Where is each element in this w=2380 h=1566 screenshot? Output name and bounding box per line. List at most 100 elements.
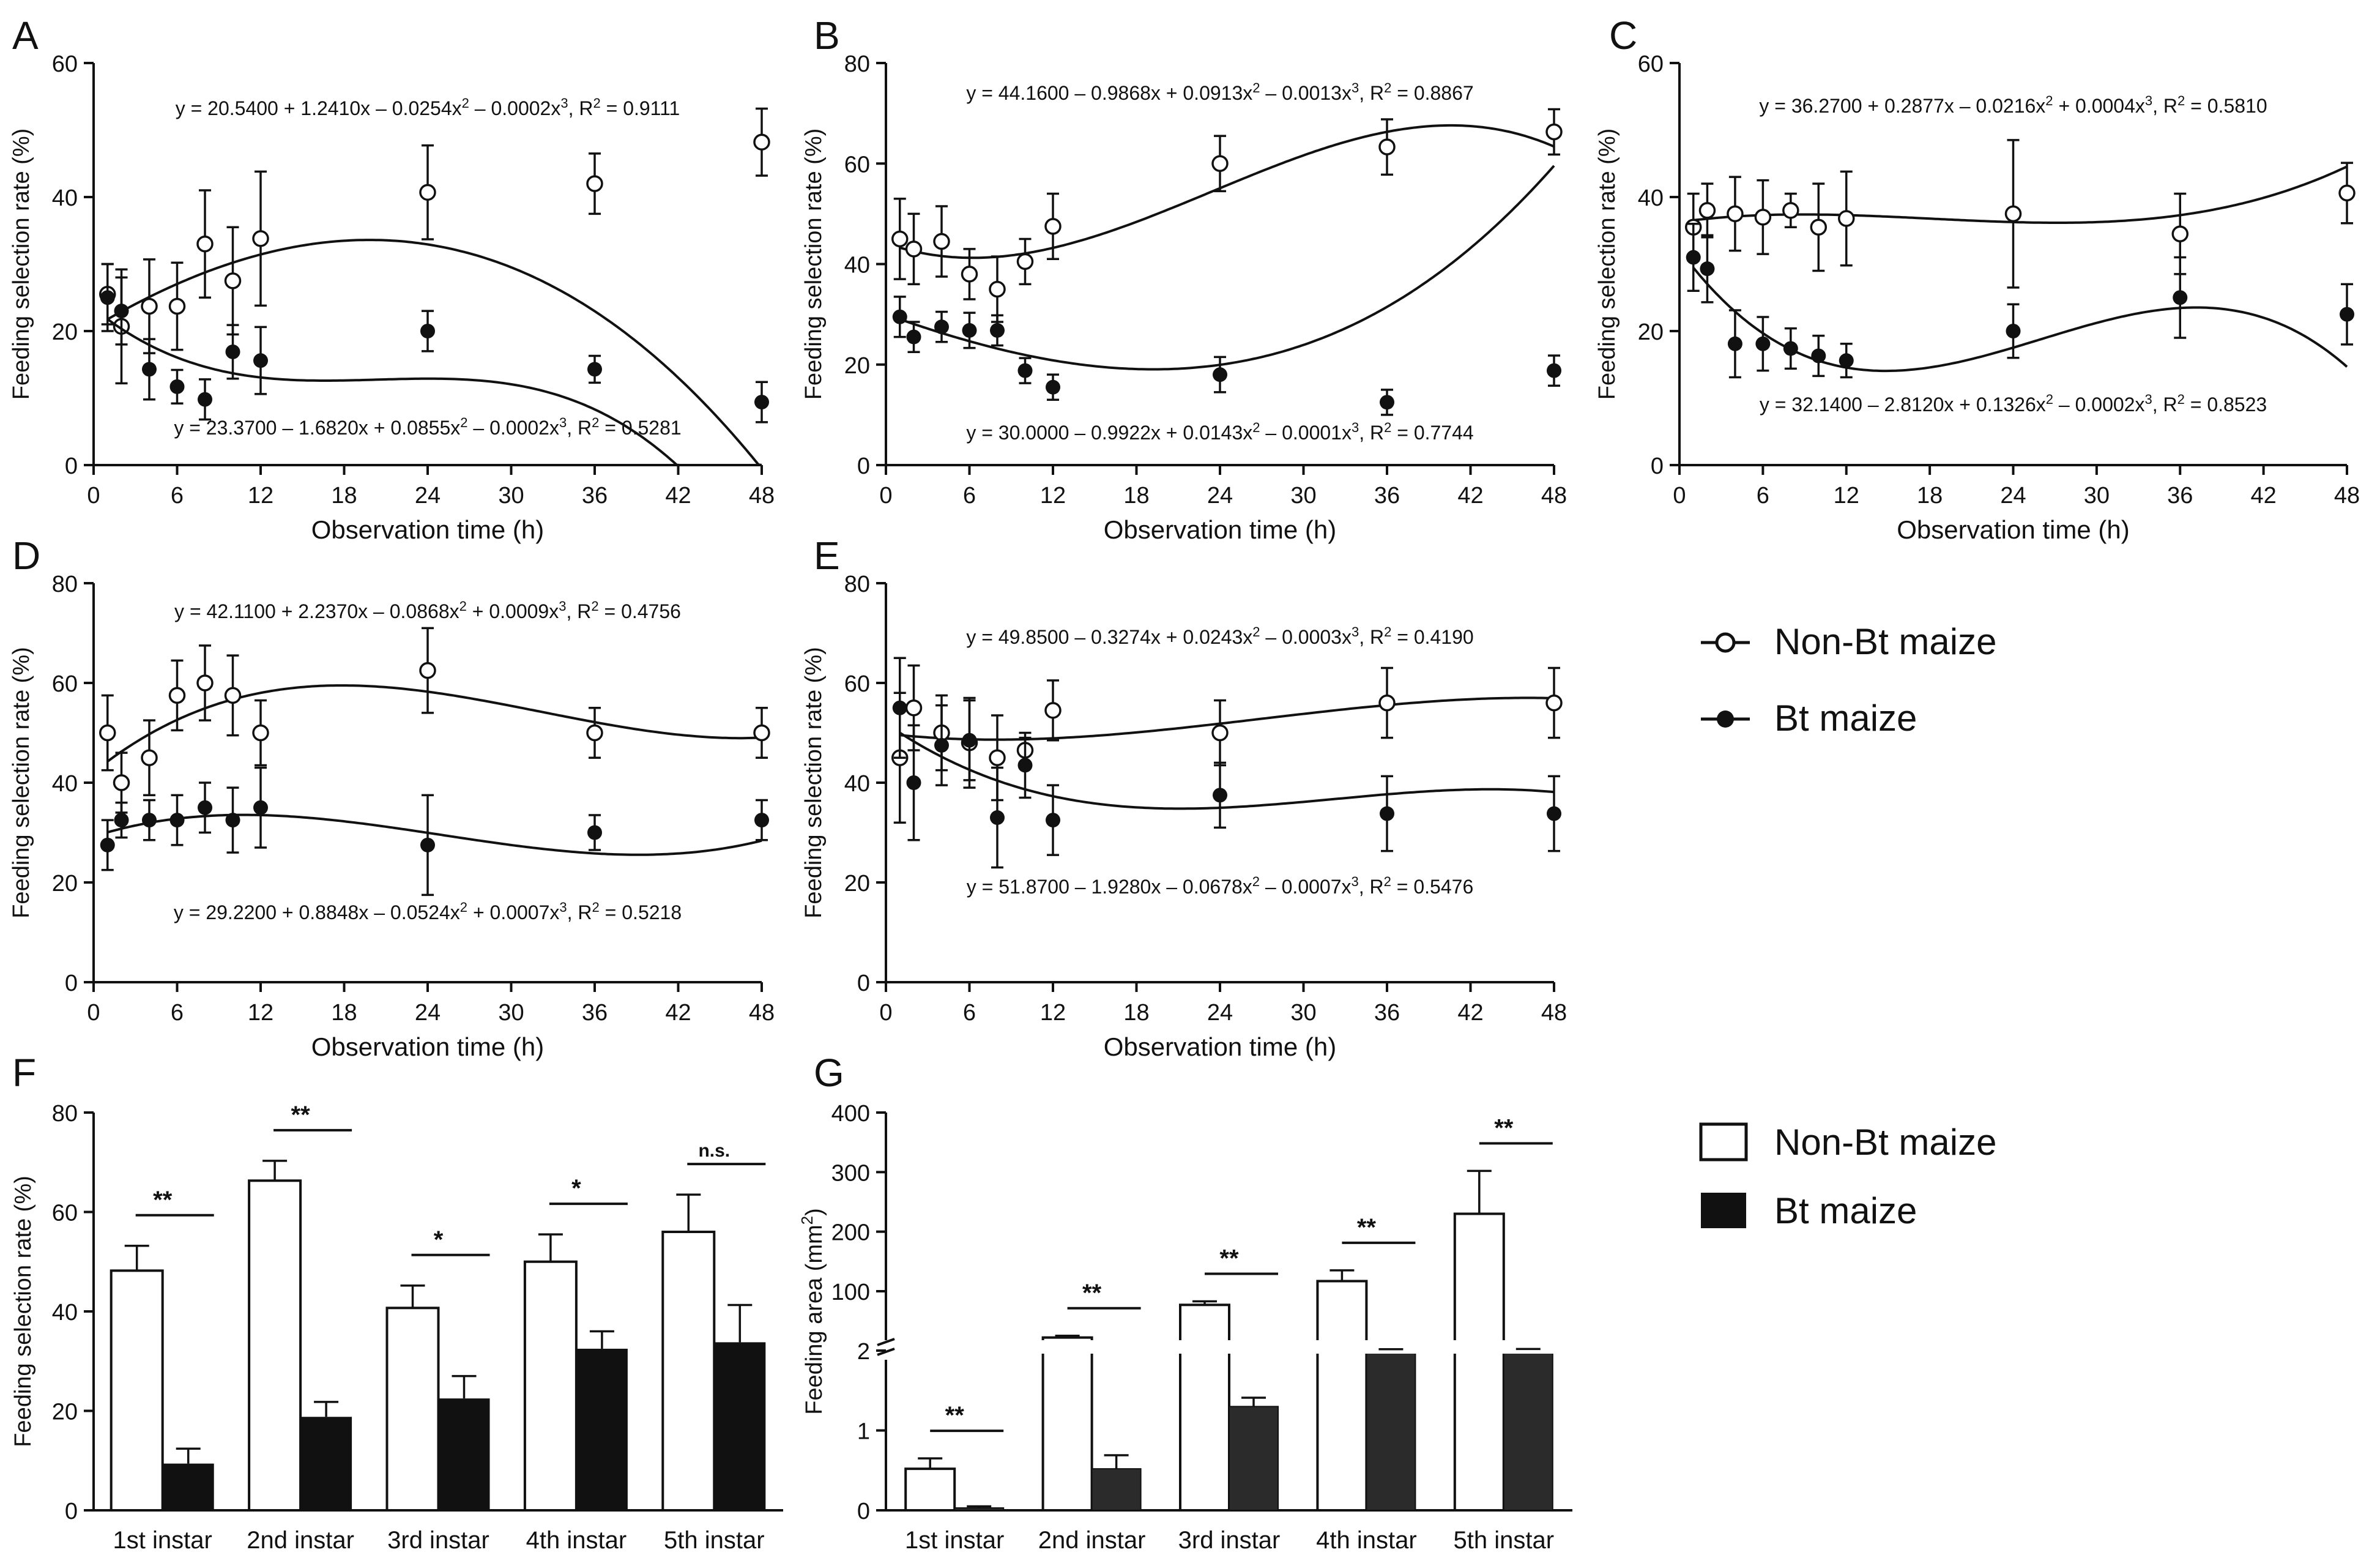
x-tick-label: 18 [1123,1000,1149,1026]
data-point-non-bt [753,133,770,151]
significance-label: ** [153,1187,173,1214]
bar-non-bt [1453,1212,1505,1512]
data-point-bt [1839,353,1854,368]
data-point-bt [100,837,115,852]
x-tick-label: 12 [248,1000,273,1026]
data-point-bt [114,813,129,828]
x-tick-label: 48 [2334,483,2360,509]
x-tick-label: 5th instar [1454,1527,1555,1554]
bar-break-gap [1177,1340,1282,1354]
data-point-non-bt [224,687,242,704]
fit-curve-non-bt [1693,165,2348,224]
data-point-bt [1017,758,1033,773]
chart-panel-a: A 0 6 12 18 24 30 36 42 48 0 20 40 60 Observation time… [9,13,775,544]
bar-bt [300,1417,352,1510]
x-tick-label: 18 [331,483,357,509]
significance-label: * [434,1226,444,1253]
data-point-bt [1783,341,1798,356]
y-tick-label: 20 [52,871,78,897]
data-point-non-bt [1211,724,1229,742]
axis-break-mark [877,1338,895,1346]
data-point-non-bt [196,235,214,253]
significance-label: ** [1082,1280,1102,1307]
x-axis-label: Observation time (h) [1104,515,1336,544]
data-point-non-bt [168,297,186,315]
chart-panel-d: D 0 6 12 18 24 30 36 42 48 0 20 40 60 80 Observation ti… [9,534,775,1061]
x-tick-label: 6 [171,1000,184,1026]
significance-label: ** [945,1402,965,1429]
data-point-non-bt [196,674,214,692]
data-point-bt [1213,367,1227,382]
panel-label-f: F [12,1051,36,1095]
y-tick-label: 60 [52,1201,78,1226]
legend-top-non-bt-marker [1715,632,1736,653]
x-tick-label: 1st instar [113,1527,212,1554]
x-tick-label: 4th instar [1316,1527,1417,1554]
x-tick-label: 24 [415,483,441,509]
significance-label: ** [1357,1214,1377,1241]
y-tick-label: 60 [52,671,78,697]
data-point-bt [754,395,769,410]
bar-bt [438,1398,490,1510]
data-point-non-bt [1810,218,1828,236]
data-point-non-bt [252,230,269,247]
x-tick-label: 42 [2250,483,2276,509]
bar-bt [162,1463,214,1510]
data-point-bt [906,329,921,345]
fit-equation-non-bt: y = 20.5400 + 1.2410x – 0.0254x2 – 0.000… [176,95,680,120]
fit-equation-bt: y = 32.1400 – 2.8120x + 0.1326x2 – 0.000… [1760,392,2267,416]
data-point-bt [1727,336,1742,351]
data-point-bt [420,324,435,338]
data-point-bt [225,344,240,359]
y-tick-label: 40 [52,1300,78,1326]
bar-non-bt [1041,1336,1093,1512]
legend-bottom: Non-Bt maize Bt maize [1699,1122,1996,1231]
data-point-non-bt [141,749,158,766]
data-point-non-bt [2171,225,2188,242]
x-axis-label: Observation time (h) [1104,1032,1336,1061]
bar-non-bt [1179,1303,1230,1512]
y-tick-label: 60 [844,152,870,177]
y-axis-label: Feeding selection rate (%) [10,1176,36,1447]
fit-equation-non-bt: y = 49.8500 – 0.3274x + 0.0243x2 – 0.000… [966,624,1473,649]
data-point-non-bt [1044,218,1062,235]
panel-label-c: C [1609,13,1637,58]
y-tick-label: 80 [844,572,870,597]
data-point-non-bt [1545,123,1563,141]
panel-label-g: G [814,1051,844,1095]
legend-bottom-bt-swatch [1701,1193,1746,1228]
data-point-bt [754,813,769,828]
x-tick-label: 12 [1040,483,1066,509]
data-point-non-bt [2338,184,2356,202]
bar-bt [954,1507,1005,1511]
data-point-bt [1213,788,1227,803]
data-point-bt [1547,363,1561,378]
x-tick-label: 6 [1757,483,1769,509]
data-point-non-bt [1044,702,1062,719]
bar-break-gap [1451,1340,1556,1354]
data-point-non-bt [753,724,770,742]
x-tick-label: 6 [171,483,184,509]
x-tick-label: 42 [1457,483,1483,509]
x-tick-label: 0 [1673,483,1686,509]
data-point-bt [1811,348,1826,364]
x-tick-label: 48 [749,483,775,509]
legend-top-non-bt-label: Non-Bt maize [1774,621,1996,662]
y-tick-label: 0 [1651,453,1664,479]
data-point-bt [198,800,212,815]
chart-panel-c: C 0 6 12 18 24 30 36 42 48 0 20 40 60 Observation time… [1594,13,2360,544]
fit-curve-bt [899,731,1555,810]
significance-label: n.s. [698,1141,730,1161]
bar-bt [1091,1468,1142,1511]
y-axis-label: Feeding selection rate (%) [801,647,827,919]
bar-bt [1366,1348,1416,1511]
data-point-bt [1547,806,1561,821]
y-tick-label: 40 [1638,185,1664,211]
data-point-non-bt [1838,210,1855,227]
x-tick-label: 48 [749,1000,775,1026]
data-point-bt [1380,806,1394,821]
y-tick-label: 80 [52,572,78,597]
data-point-bt [1046,813,1060,828]
